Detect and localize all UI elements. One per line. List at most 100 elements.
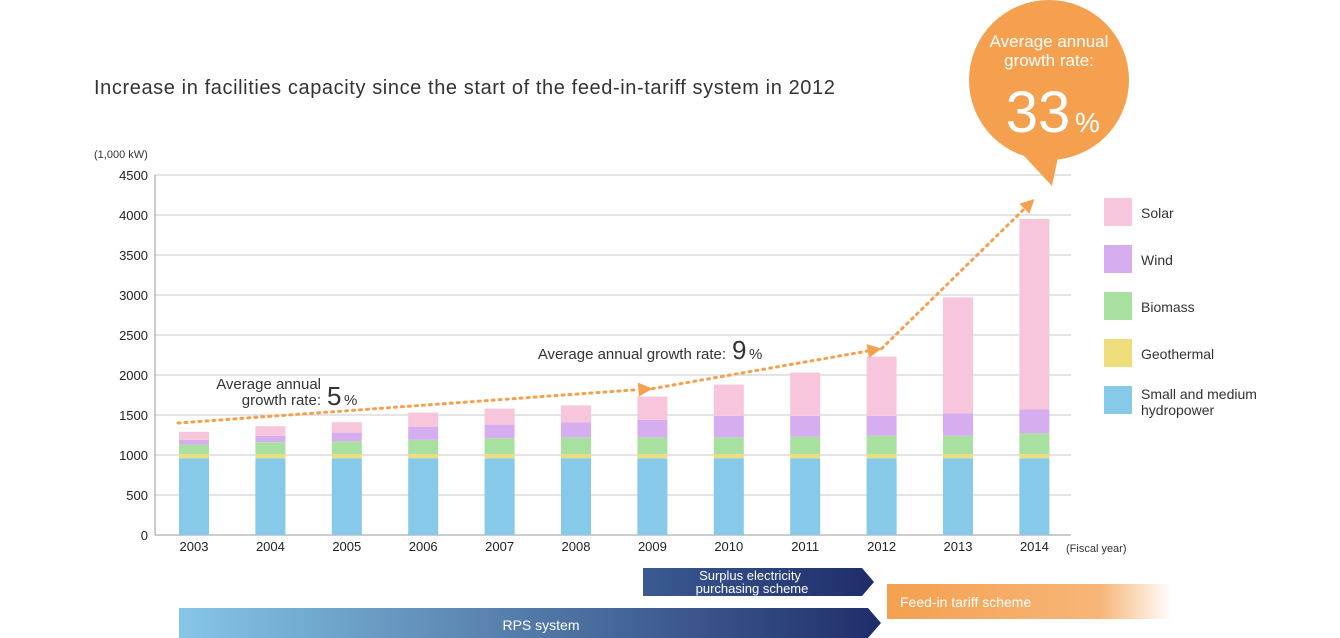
bar-segment (1019, 458, 1050, 535)
y-tick-label: 2500 (119, 328, 148, 343)
x-tick-label: 2004 (256, 539, 285, 554)
bar-segment (790, 372, 821, 416)
trend-arrows (176, 199, 1035, 425)
bar-segment (484, 438, 515, 455)
chart-title: Increase in facilities capacity since th… (94, 77, 835, 99)
trend-line (650, 349, 870, 391)
legend: Solar Wind Biomass Geothermal Small and … (1104, 198, 1257, 418)
bar-segment (484, 454, 515, 459)
bar-segment (179, 458, 209, 535)
bar-segment (866, 356, 897, 416)
bar-segment (255, 458, 286, 535)
bar-segment (713, 415, 744, 438)
x-tick-label: 2006 (409, 539, 438, 554)
legend-swatch-solar (1104, 198, 1132, 226)
x-tick-label: 2010 (714, 539, 743, 554)
gridlines (154, 174, 1071, 536)
bar-segment (790, 415, 821, 437)
x-tick-label: 2003 (180, 539, 209, 554)
y-axis-unit: (1,000 kW) (94, 149, 148, 161)
bar-segment (866, 458, 897, 535)
y-tick-label: 3000 (119, 288, 148, 303)
scheme-rps-label: RPS system (502, 617, 579, 633)
bar-segment (1019, 409, 1050, 434)
x-axis-unit: (Fiscal year) (1066, 543, 1127, 555)
callout-value: 33 (1006, 80, 1071, 145)
annotation-5-line1: Average annual (216, 376, 321, 393)
bar-segment (179, 444, 209, 455)
bar-segment (408, 439, 439, 455)
trend-line (176, 388, 640, 425)
annotation-9-value: 9 (732, 335, 746, 365)
bar-segment (484, 408, 515, 425)
callout-growth-33: Average annual growth rate: 33 % (969, 0, 1129, 186)
bar-segment (561, 422, 591, 438)
bar-segment (790, 436, 821, 455)
y-tick-label: 4000 (119, 208, 148, 223)
bar-segment (866, 435, 897, 455)
bar-segment (637, 419, 668, 438)
scheme-bars: Surplus electricity purchasing scheme Fe… (179, 568, 1172, 638)
x-tick-label: 2008 (562, 539, 591, 554)
legend-swatch-biomass (1104, 292, 1132, 320)
scheme-surplus-line2: purchasing scheme (696, 581, 809, 596)
bar-segment (561, 454, 591, 459)
bar-segment (943, 413, 973, 436)
y-axis-ticks: 0 500 1000 1500 2000 2500 3000 3500 4000 4500 (119, 168, 148, 543)
scheme-fit-bar (887, 584, 1172, 619)
x-tick-label: 2013 (944, 539, 973, 554)
x-tick-label: 2012 (867, 539, 896, 554)
scheme-surplus-line1: Surplus electricity (699, 568, 801, 583)
bar-segment (331, 422, 362, 433)
bar-segment (790, 454, 821, 459)
annotation-5-value: 5 (327, 381, 341, 411)
y-tick-label: 0 (141, 528, 148, 543)
bar-segment (637, 454, 668, 459)
bar-segment (561, 458, 591, 535)
annotation-5-line2: growth rate: (242, 392, 321, 409)
bar-segment (561, 405, 591, 423)
legend-label-hydropower-line1: Small and medium (1141, 386, 1257, 402)
annotation-9-text: Average annual growth rate: (538, 346, 726, 363)
legend-label-wind: Wind (1141, 252, 1173, 268)
annotation-growth-5: Average annual growth rate: 5 % (216, 376, 357, 411)
trend-arrowhead (637, 382, 653, 397)
callout-line1: Average annual (990, 32, 1109, 51)
bar-segment (179, 439, 209, 445)
bar-segment (713, 437, 744, 455)
x-tick-label: 2014 (1020, 539, 1049, 554)
bar-segment (561, 437, 591, 455)
trend-arrowhead (1019, 199, 1035, 214)
bar-segment (408, 427, 439, 440)
y-tick-label: 1000 (119, 448, 148, 463)
legend-label-solar: Solar (1141, 205, 1174, 221)
bar-segment (484, 458, 515, 535)
bar-segment (637, 458, 668, 535)
legend-label-geothermal: Geothermal (1141, 346, 1214, 362)
trend-arrowhead (866, 344, 882, 358)
bar-segment (408, 458, 439, 535)
scheme-rps-arrow (179, 608, 881, 638)
bar-segment (637, 396, 668, 420)
bar-segment (790, 458, 821, 535)
bar-segment (637, 437, 668, 455)
bar-segment (255, 426, 286, 436)
bars (179, 219, 1050, 535)
trend-line (880, 207, 1026, 351)
y-tick-label: 4500 (119, 168, 148, 183)
annotation-growth-9: Average annual growth rate: 9 % (538, 335, 763, 365)
bar-segment (1019, 454, 1050, 459)
bar-segment (408, 454, 439, 459)
bar-segment (866, 415, 897, 436)
bar-segment (943, 297, 973, 414)
bar-segment (713, 384, 744, 416)
annotation-5-unit: % (344, 392, 357, 409)
bar-segment (943, 454, 973, 459)
bar-segment (331, 454, 362, 459)
bar-segment (943, 458, 973, 535)
legend-swatch-wind (1104, 245, 1132, 273)
callout-circle (969, 0, 1129, 160)
bar-segment (1019, 219, 1050, 410)
legend-swatch-hydropower (1104, 386, 1132, 414)
